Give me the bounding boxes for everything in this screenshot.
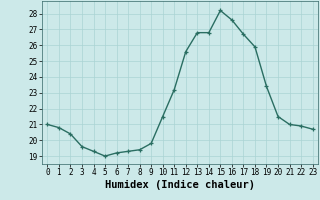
X-axis label: Humidex (Indice chaleur): Humidex (Indice chaleur) bbox=[105, 180, 255, 190]
